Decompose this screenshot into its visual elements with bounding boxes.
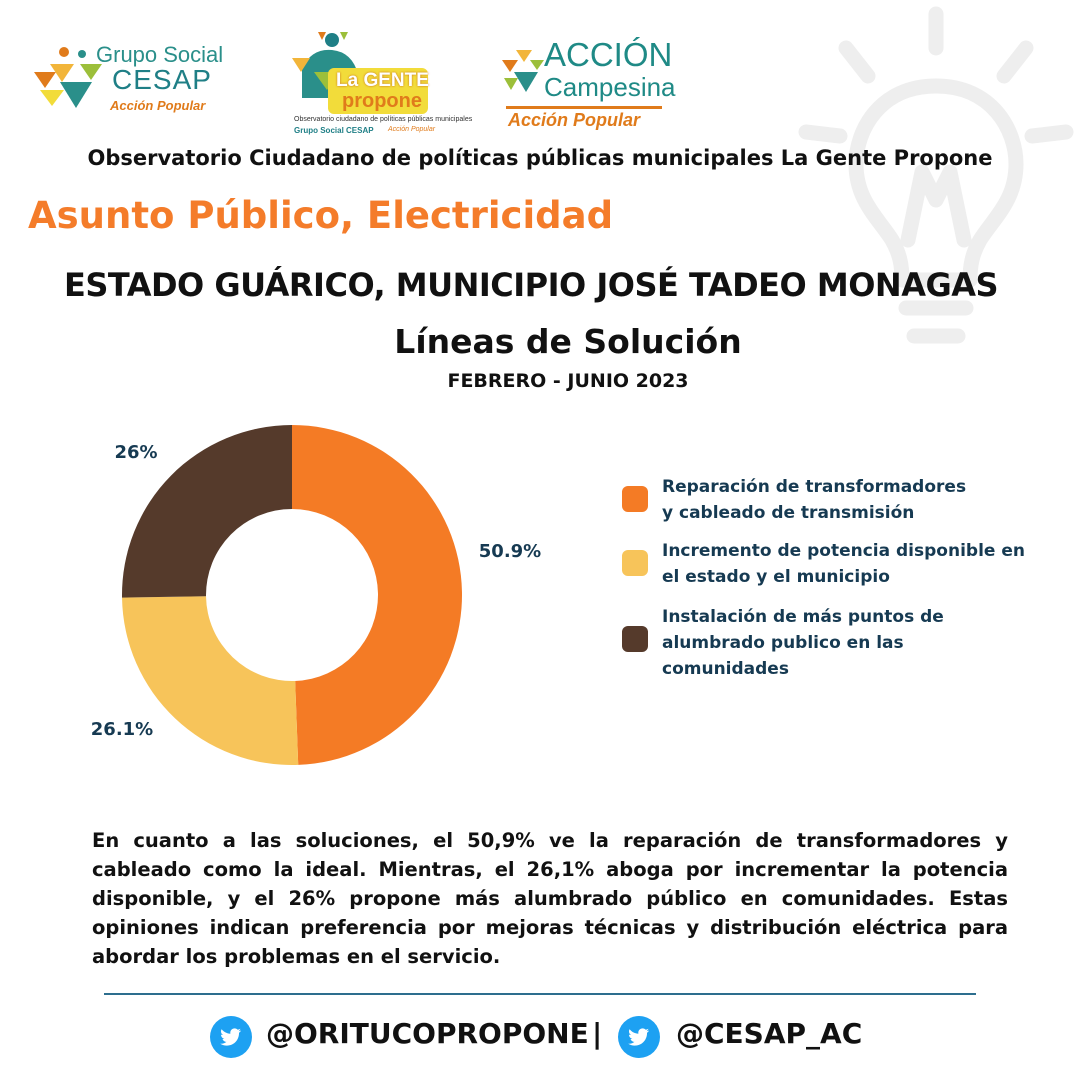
gente-logo-line5: Acción Popular xyxy=(388,126,436,133)
legend-label: Reparación de transformadores y cableado… xyxy=(662,477,967,523)
cesap-logo-line2: CESAP xyxy=(112,64,212,95)
accion-logo-line2: Campesina xyxy=(544,72,676,102)
twitter-icon[interactable] xyxy=(210,1016,252,1058)
topic-title: Asunto Público, Electricidad xyxy=(28,194,614,237)
slice-label-instalacion: 26% xyxy=(114,442,157,463)
summary-paragraph: En cuanto a las soluciones, el 50,9% ve … xyxy=(92,829,1008,968)
slice-instalacion xyxy=(122,425,292,598)
observatory-title: Observatorio Ciudadano de políticas públ… xyxy=(87,146,993,170)
twitter-bird-icon xyxy=(220,1028,241,1046)
legend-label: Incremento de potencia disponible en el … xyxy=(662,541,1025,587)
slice-label-incremento: 26.1% xyxy=(91,719,153,740)
chart-title: Líneas de Solución xyxy=(394,322,742,361)
accion-logo-line1: ACCIÓN xyxy=(544,36,673,73)
cesap-emblem-icon xyxy=(34,47,102,108)
twitter-bird-icon xyxy=(628,1028,649,1046)
legend-item-incremento: Incremento de potencia disponible en el … xyxy=(622,538,1062,592)
handle-separator: | xyxy=(592,1017,603,1050)
legend-item-reparacion: Reparación de transformadores y cableado… xyxy=(622,474,1062,528)
period-label: FEBRERO - JUNIO 2023 xyxy=(447,370,689,392)
accion-logo-bar xyxy=(506,106,662,109)
twitter-icon[interactable] xyxy=(618,1016,660,1058)
lightbulb-icon xyxy=(798,6,1074,344)
twitter-handle-cesap-ac[interactable]: @CESAP_AC xyxy=(676,1017,863,1050)
gente-logo-line3: Observatorio ciudadano de políticas públ… xyxy=(294,116,473,123)
donut-chart: 50.9% 26.1% 26% xyxy=(91,425,541,765)
gente-logo-line2: propone xyxy=(342,90,422,112)
legend-item-instalacion: Instalación de más puntos de alumbrado p… xyxy=(622,604,1062,684)
legend-swatch xyxy=(622,486,648,512)
gente-logo-line1: La GENTE xyxy=(336,70,429,91)
logo-accion-campesina: ACCIÓN Campesina Acción Popular xyxy=(500,36,676,132)
cesap-logo-line3: Acción Popular xyxy=(110,98,206,113)
legend-swatch xyxy=(622,550,648,576)
logo-grupo-social-cesap: Grupo Social CESAP Acción Popular xyxy=(30,38,224,118)
slice-reparacion xyxy=(292,425,463,765)
accion-logo-line3: Acción Popular xyxy=(508,110,641,130)
slice-incremento xyxy=(122,596,299,765)
gente-logo-line4: Grupo Social CESAP xyxy=(294,126,374,135)
logo-la-gente-propone: La GENTE propone Observatorio ciudadano … xyxy=(288,28,472,136)
accion-emblem-icon xyxy=(502,50,544,92)
cesap-logo-line1: Grupo Social xyxy=(96,42,224,67)
twitter-handle-oritucopropone[interactable]: @ORITUCOPROPONE xyxy=(266,1017,589,1050)
slice-label-reparacion: 50.9% xyxy=(479,541,541,562)
legend-label: Instalación de más puntos de alumbrado p… xyxy=(662,607,944,679)
gente-logo-box xyxy=(328,68,428,114)
divider xyxy=(104,993,976,995)
location-title: ESTADO GUÁRICO, MUNICIPIO JOSÉ TADEO MON… xyxy=(63,266,999,304)
legend-swatch xyxy=(622,626,648,652)
